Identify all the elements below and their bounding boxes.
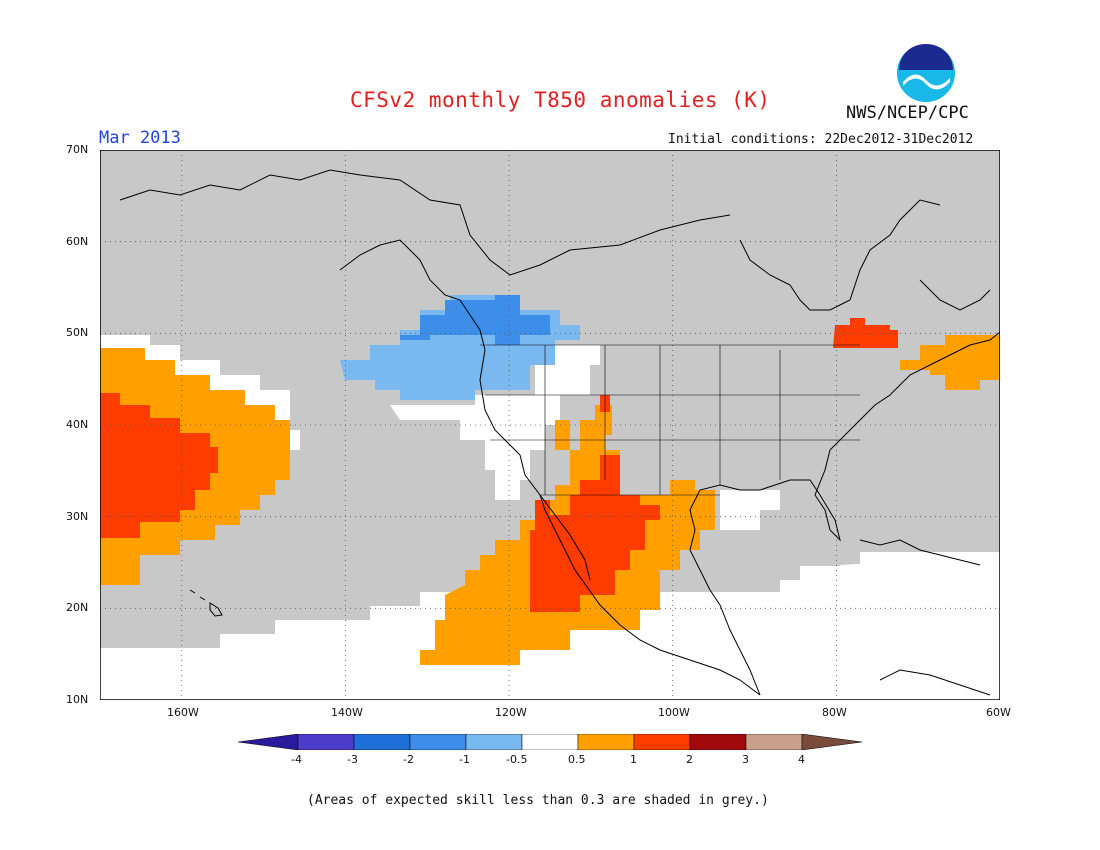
colorbar-label: -1 <box>459 753 470 766</box>
state-borders <box>480 344 860 496</box>
colorbar-label: -4 <box>291 753 302 766</box>
lon-label: 80W <box>822 706 847 719</box>
red-region-central-pacific <box>100 393 218 538</box>
lat-label: 10N <box>66 693 89 706</box>
lat-label: 60N <box>66 235 89 248</box>
coastlines <box>119 169 1000 696</box>
initial-conditions: Initial conditions: 22Dec2012-31Dec2012 <box>668 132 974 147</box>
lat-label: 70N <box>66 143 89 156</box>
colorbar-label: 2 <box>686 753 693 766</box>
colorbar-segment <box>801 734 862 750</box>
anomaly-map <box>100 150 1000 700</box>
lat-label: 30N <box>66 510 89 523</box>
agency-label: NWS/NCEP/CPC <box>846 103 969 123</box>
colorbar-segment <box>633 734 691 750</box>
map-gridlines <box>100 150 1000 700</box>
white-region-us-west <box>390 345 600 500</box>
colorbar-label: 1 <box>630 753 637 766</box>
colorbar-segment <box>521 734 579 750</box>
lat-label: 20N <box>66 601 89 614</box>
white-region-caribbean <box>840 555 1000 700</box>
colorbar-segment <box>353 734 411 750</box>
colorbar-segment <box>238 734 299 750</box>
colorbar-segment <box>465 734 523 750</box>
colorbar-segment <box>689 734 747 750</box>
noaa-logo-icon <box>895 42 957 104</box>
orange-region-newfoundland <box>900 335 1000 390</box>
colorbar-label: 3 <box>742 753 749 766</box>
colorbar-label: -3 <box>347 753 358 766</box>
lon-label: 60W <box>986 706 1011 719</box>
skill-note: (Areas of expected skill less than 0.3 a… <box>307 793 769 808</box>
white-region-gulf <box>720 490 780 530</box>
lon-label: 100W <box>658 706 690 719</box>
lon-label: 140W <box>331 706 363 719</box>
lon-label: 160W <box>167 706 199 719</box>
colorbar-segment <box>745 734 803 750</box>
colorbar-label: -2 <box>403 753 414 766</box>
colorbar-segment <box>409 734 467 750</box>
colorbar-label: 0.5 <box>568 753 586 766</box>
colorbar-segment <box>577 734 635 750</box>
orange-region-north-mexico-small <box>555 420 570 450</box>
lat-label: 50N <box>66 326 89 339</box>
red-region-mexico <box>530 455 660 612</box>
blue-region-pacific-nw <box>400 295 550 345</box>
colorbar-label: 4 <box>798 753 805 766</box>
forecast-month: Mar 2013 <box>99 128 181 148</box>
colorbar <box>238 734 862 750</box>
colorbar-label: -0.5 <box>506 753 528 766</box>
hawaii-islands <box>189 589 223 617</box>
colorbar-segment <box>297 734 355 750</box>
lon-label: 120W <box>495 706 527 719</box>
chart-title: CFSv2 monthly T850 anomalies (K) <box>350 88 771 112</box>
lat-label: 40N <box>66 418 89 431</box>
